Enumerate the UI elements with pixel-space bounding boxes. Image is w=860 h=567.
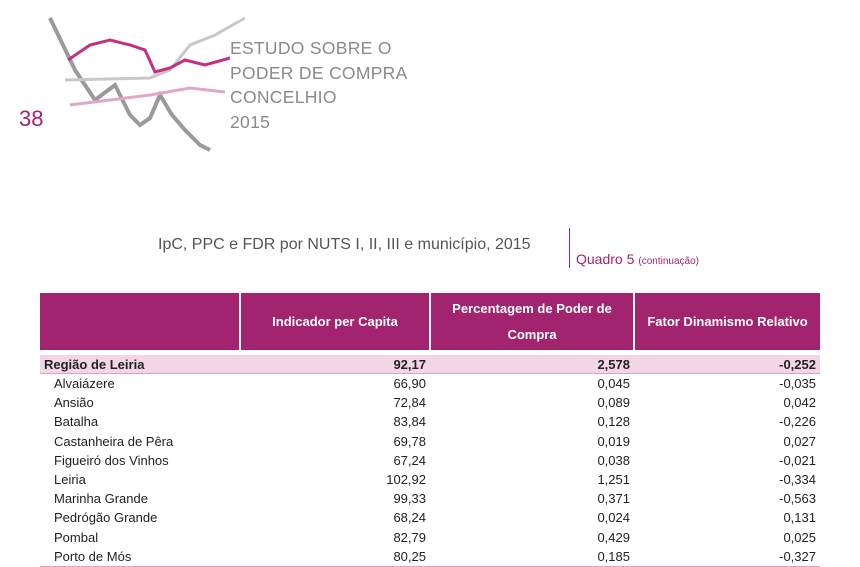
page-number: 38 <box>19 106 44 131</box>
value-cell: 2,578 <box>430 355 634 374</box>
title-line: 2015 <box>230 111 271 132</box>
logo-line <box>48 17 211 152</box>
value-cell: -0,226 <box>779 414 816 430</box>
table-body: Região de Leiria 92,17 2,578 -0,252 Alvaiáze… <box>40 350 820 567</box>
value-cell: 0,185 <box>430 546 634 567</box>
table-row: Marinha Grande 99,33 0,371 -0,563 <box>40 489 820 508</box>
name-cell: Castanheira de Pêra <box>54 433 174 449</box>
value-cell: -0,563 <box>779 491 816 507</box>
header-row: Indicador per Capita Percentagem de Poder… <box>40 293 820 350</box>
value-cell: 99,33 <box>393 491 426 507</box>
label-text: Quadro 5 <box>576 251 635 267</box>
value-cell: 82,79 <box>393 529 426 545</box>
value-cell: 0,027 <box>783 433 816 449</box>
name-cell: Ansião <box>54 395 94 411</box>
value-cell: 0,024 <box>597 510 630 526</box>
table-row: Pombal 82,79 0,429 0,025 <box>40 528 820 547</box>
table-caption: IpC, PPC e FDR por NUTS I, II, III e mun… <box>158 236 531 253</box>
value-cell: -0,252 <box>634 355 820 374</box>
value-cell: 0,042 <box>783 395 816 411</box>
title-line: ESTUDO SOBRE O <box>230 38 392 58</box>
logo-line <box>64 16 246 82</box>
value-cell: 0,019 <box>597 433 630 449</box>
table-row: Alvaiázere 66,90 0,045 -0,035 <box>40 374 820 394</box>
value-cell: -0,035 <box>779 376 816 392</box>
value-cell: 72,84 <box>393 395 426 411</box>
value-cell: 80,25 <box>240 546 430 567</box>
value-cell: 1,251 <box>597 472 630 488</box>
value-cell: 0,089 <box>597 395 630 411</box>
value-cell: -0,021 <box>779 452 816 468</box>
report-title: ESTUDO SOBRE O PODER DE COMPRA CONCELHIO 20… <box>230 36 408 134</box>
header-cell: Fator Dinamismo Relativo <box>633 293 820 350</box>
logo <box>48 16 246 152</box>
value-cell: 67,24 <box>393 452 426 468</box>
name-cell: Região de Leiria <box>40 355 240 374</box>
label-note: (continuação) <box>638 256 699 267</box>
value-cell: -0,327 <box>634 546 820 567</box>
header-cell: Percentagem de Poder de Compra <box>429 293 634 350</box>
name-cell: Leiria <box>54 472 86 488</box>
data-table: Indicador per Capita Percentagem de Poder… <box>40 293 820 567</box>
value-cell: 0,131 <box>783 510 816 526</box>
value-cell: 0,371 <box>597 491 630 507</box>
title-line: CONCELHIO <box>230 87 337 107</box>
table-row: Porto de Mós 80,25 0,185 -0,327 <box>40 546 820 567</box>
logo-line <box>69 86 226 107</box>
name-cell: Marinha Grande <box>54 491 148 507</box>
value-cell: 0,038 <box>597 452 630 468</box>
name-cell: Porto de Mós <box>40 546 240 567</box>
name-cell: Pombal <box>54 529 99 545</box>
value-cell: 0,045 <box>597 376 630 392</box>
name-cell: Alvaiázere <box>54 376 115 392</box>
table-row: Pedrógão Grande 68,24 0,024 0,131 <box>40 508 820 527</box>
table-row: Castanheira de Pêra 69,78 0,019 0,027 <box>40 432 820 451</box>
table-row: Ansião 72,84 0,089 0,042 <box>40 393 820 412</box>
caption-divider <box>569 228 570 268</box>
value-cell: 69,78 <box>393 433 426 449</box>
table-label: Quadro 5 (continuação) <box>576 251 699 267</box>
value-cell: 83,84 <box>393 414 426 430</box>
header-cell <box>40 293 240 350</box>
value-cell: 0,128 <box>597 414 630 430</box>
name-cell: Batalha <box>54 414 99 430</box>
name-cell: Figueiró dos Vinhos <box>54 452 169 468</box>
value-cell: 92,17 <box>240 355 430 374</box>
value-cell: -0,334 <box>779 472 816 488</box>
value-cell: 66,90 <box>393 376 426 392</box>
table-row: Região de Leiria 92,17 2,578 -0,252 <box>40 355 820 374</box>
header-cell: Indicador per Capita <box>239 293 430 350</box>
value-cell: 102,92 <box>386 472 426 488</box>
logo-line <box>67 38 231 74</box>
table-row: Leiria 102,92 1,251 -0,334 <box>40 470 820 489</box>
table-row: Batalha 83,84 0,128 -0,226 <box>40 412 820 431</box>
value-cell: 0,429 <box>597 529 630 545</box>
name-cell: Pedrógão Grande <box>54 510 158 526</box>
value-cell: 68,24 <box>393 510 426 526</box>
value-cell: 0,025 <box>783 529 816 545</box>
title-line: PODER DE COMPRA <box>230 62 408 83</box>
table-row: Figueiró dos Vinhos 67,24 0,038 -0,021 <box>40 451 820 470</box>
